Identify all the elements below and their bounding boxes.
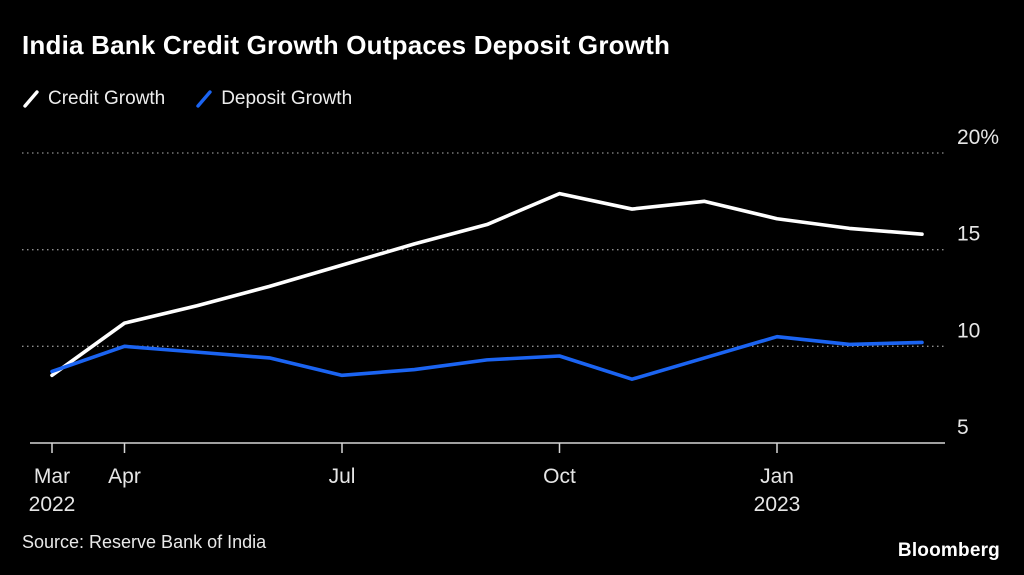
y-axis-label-5: 5 [957,416,969,439]
bloomberg-logo: Bloomberg [897,540,1000,561]
x-axis-label-Apr: Apr [108,465,141,488]
source-note: Source: Reserve Bank of India [22,532,267,552]
y-axis-label-10: 10 [957,319,980,342]
legend-label-deposit-growth: Deposit Growth [221,88,353,109]
credit-growth-line [50,191,924,378]
x-axis-sublabel-2022: 2022 [29,493,76,516]
credit-growth-slash-icon [23,90,39,108]
x-axis-label-Oct: Oct [543,465,576,488]
x-axis-label-Jul: Jul [329,465,356,488]
x-axis-label-Jan: Jan [760,465,794,488]
x-axis-label-Mar: Mar [34,465,70,488]
deposit-growth-slash-icon [196,90,212,108]
y-axis-label-15: 15 [957,223,980,246]
deposit-growth-slash-line [196,90,212,108]
legend-item-credit-growth: Credit Growth [22,88,165,110]
y-axis-label-20: 20% [957,126,999,149]
deposit-growth-line [50,334,924,382]
chart-title: India Bank Credit Growth Outpaces Deposi… [22,30,671,60]
x-axis-sublabel-2023: 2023 [754,493,801,516]
chart-legend: Credit Growth Deposit Growth [22,88,352,110]
credit-growth-slash-line [23,90,39,108]
legend-item-deposit-growth: Deposit Growth [195,88,352,110]
legend-label-credit-growth: Credit Growth [48,88,166,109]
